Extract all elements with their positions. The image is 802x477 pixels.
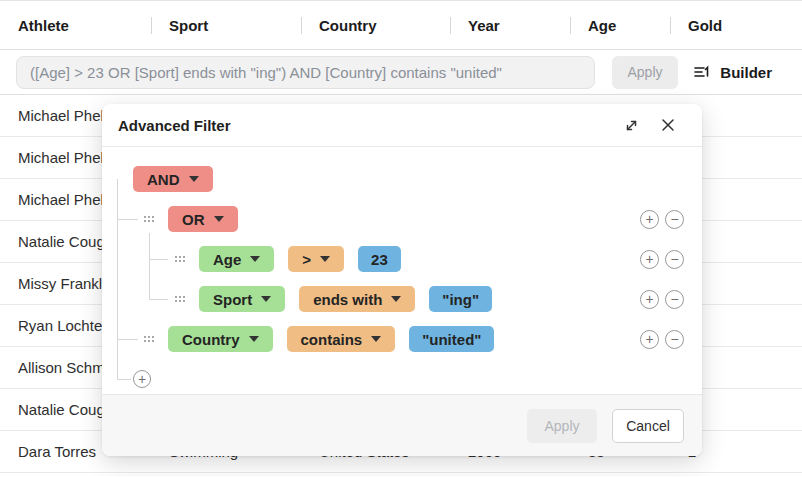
field-dropdown[interactable]: Sport — [199, 286, 285, 312]
add-rule-button[interactable]: + — [640, 290, 659, 309]
tree-row-or-group: OR + − — [118, 199, 686, 239]
builder-icon — [693, 63, 711, 81]
chevron-down-icon — [371, 336, 381, 342]
remove-rule-button[interactable]: − — [665, 210, 684, 229]
column-header-gold: Gold — [670, 1, 802, 49]
value-label: 23 — [371, 251, 388, 268]
chevron-down-icon — [249, 336, 259, 342]
drag-handle-icon[interactable] — [141, 333, 157, 345]
remove-rule-button[interactable]: − — [665, 330, 684, 349]
remove-rule-button[interactable]: − — [665, 250, 684, 269]
tree-row-add: + — [118, 359, 686, 394]
group-operator-label: OR — [182, 211, 205, 228]
close-icon — [660, 117, 676, 133]
builder-button[interactable]: Builder — [687, 59, 778, 85]
tree-row-rule-age: Age > 23 + − — [118, 239, 686, 279]
root-operator-dropdown[interactable]: AND — [133, 166, 213, 192]
field-label: Sport — [213, 291, 252, 308]
add-rule-button[interactable]: + — [640, 210, 659, 229]
tree-row-rule-sport: Sport ends with "ing" + − — [118, 279, 686, 319]
value-chip[interactable]: 23 — [358, 246, 401, 272]
chevron-down-icon — [261, 296, 271, 302]
add-rule-button[interactable]: + — [640, 330, 659, 349]
drag-handle-icon[interactable] — [141, 213, 157, 225]
modal-footer: Apply Cancel — [102, 394, 702, 456]
column-header-year: Year — [450, 1, 570, 49]
modal-title: Advanced Filter — [118, 117, 231, 134]
table-header: Athlete Sport Country Year Age Gold — [0, 1, 802, 50]
field-dropdown[interactable]: Age — [199, 246, 274, 272]
column-header-athlete: Athlete — [0, 1, 151, 49]
operator-label: ends with — [313, 291, 382, 308]
root-operator-label: AND — [147, 171, 180, 188]
chevron-down-icon — [391, 296, 401, 302]
chevron-down-icon — [320, 256, 330, 262]
field-label: Country — [182, 331, 240, 348]
drag-handle-icon[interactable] — [172, 253, 188, 265]
operator-dropdown[interactable]: > — [288, 246, 344, 272]
remove-rule-button[interactable]: − — [665, 290, 684, 309]
filter-expression-input[interactable] — [16, 56, 595, 89]
column-header-age: Age — [570, 1, 670, 49]
builder-button-label: Builder — [720, 64, 772, 81]
close-modal-button[interactable] — [658, 115, 678, 135]
chevron-down-icon — [250, 256, 260, 262]
value-label: "ing" — [442, 291, 479, 308]
add-condition-button[interactable]: + — [133, 370, 151, 388]
add-rule-button[interactable]: + — [640, 250, 659, 269]
modal-header: Advanced Filter — [102, 104, 702, 147]
value-chip[interactable]: "united" — [409, 326, 494, 352]
operator-dropdown[interactable]: ends with — [299, 286, 415, 312]
operator-label: contains — [301, 331, 363, 348]
tree-row-rule-country: Country contains "united" + − — [118, 319, 686, 359]
field-dropdown[interactable]: Country — [168, 326, 273, 352]
column-header-country: Country — [301, 1, 450, 49]
app: Athlete Sport Country Year Age Gold Appl… — [0, 0, 802, 477]
modal-apply-button[interactable]: Apply — [527, 409, 597, 443]
field-label: Age — [213, 251, 241, 268]
filter-apply-button[interactable]: Apply — [612, 56, 678, 89]
expand-modal-button[interactable] — [621, 115, 642, 136]
value-label: "united" — [422, 331, 481, 348]
filter-tree: AND OR + − — [102, 147, 702, 394]
drag-handle-icon[interactable] — [172, 293, 188, 305]
operator-label: > — [302, 251, 311, 268]
column-header-sport: Sport — [151, 1, 301, 49]
filter-bar: Apply Builder — [0, 50, 802, 95]
expand-icon — [623, 117, 640, 134]
value-chip[interactable]: "ing" — [429, 286, 492, 312]
chevron-down-icon — [189, 176, 199, 182]
tree-row-root: AND — [118, 159, 686, 199]
group-operator-dropdown[interactable]: OR — [168, 206, 238, 232]
advanced-filter-modal: Advanced Filter — [102, 104, 702, 456]
modal-cancel-button[interactable]: Cancel — [612, 409, 684, 443]
chevron-down-icon — [214, 216, 224, 222]
operator-dropdown[interactable]: contains — [287, 326, 396, 352]
